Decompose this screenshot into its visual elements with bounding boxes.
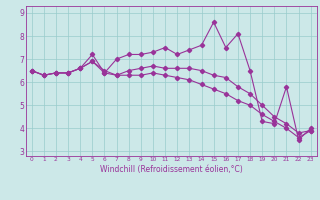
X-axis label: Windchill (Refroidissement éolien,°C): Windchill (Refroidissement éolien,°C) — [100, 165, 243, 174]
